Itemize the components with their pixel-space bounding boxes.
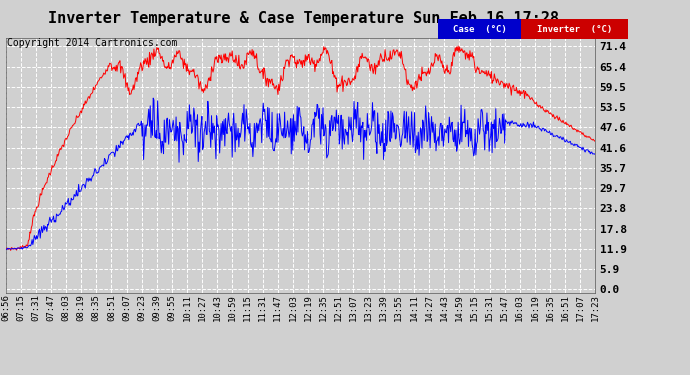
Text: Case  (°C): Case (°C): [453, 25, 506, 34]
Text: Inverter  (°C): Inverter (°C): [537, 25, 612, 34]
Text: Inverter Temperature & Case Temperature Sun Feb 16 17:28: Inverter Temperature & Case Temperature …: [48, 11, 559, 26]
Text: Copyright 2014 Cartronics.com: Copyright 2014 Cartronics.com: [7, 38, 177, 48]
